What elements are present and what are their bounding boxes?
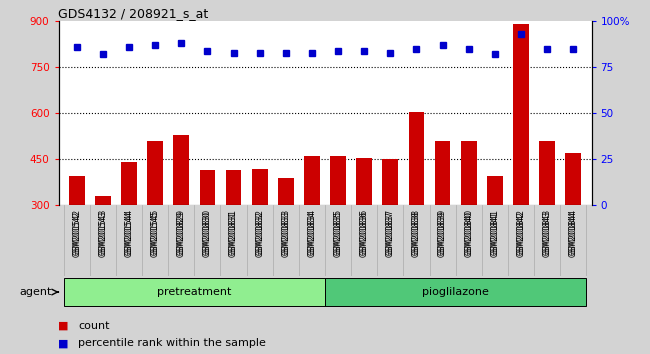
- Text: GSM201829: GSM201829: [177, 209, 186, 255]
- Text: GSM201830: GSM201830: [203, 211, 212, 257]
- Text: GSM201542: GSM201542: [72, 209, 81, 255]
- Bar: [304, 156, 320, 297]
- Text: GSM201833: GSM201833: [281, 211, 291, 257]
- Bar: [487, 176, 502, 297]
- Text: GSM201543: GSM201543: [98, 211, 107, 257]
- Text: GSM201832: GSM201832: [255, 211, 264, 257]
- Text: GSM201832: GSM201832: [255, 209, 264, 255]
- Bar: [540, 141, 555, 297]
- Text: GSM201838: GSM201838: [412, 211, 421, 257]
- Bar: [513, 24, 529, 297]
- Text: GSM201841: GSM201841: [490, 211, 499, 257]
- Bar: [226, 170, 241, 297]
- Text: GSM201829: GSM201829: [177, 211, 186, 257]
- Text: GSM201830: GSM201830: [203, 209, 212, 255]
- Text: agent: agent: [20, 287, 52, 297]
- Text: GSM201831: GSM201831: [229, 209, 238, 255]
- Text: GSM201839: GSM201839: [438, 209, 447, 255]
- Text: GSM201542: GSM201542: [72, 211, 81, 257]
- Text: GSM201835: GSM201835: [333, 209, 343, 255]
- Text: GSM201844: GSM201844: [569, 209, 578, 255]
- Text: GSM201836: GSM201836: [359, 209, 369, 255]
- Text: GSM201545: GSM201545: [151, 209, 160, 255]
- Text: GSM201544: GSM201544: [125, 209, 133, 255]
- Text: GSM201842: GSM201842: [517, 209, 525, 255]
- Text: GSM201837: GSM201837: [386, 211, 395, 257]
- Text: GSM201839: GSM201839: [438, 211, 447, 257]
- Text: pioglilazone: pioglilazone: [422, 287, 489, 297]
- Text: GSM201840: GSM201840: [464, 209, 473, 255]
- Text: GSM201543: GSM201543: [98, 209, 107, 255]
- Bar: [356, 158, 372, 297]
- Text: GSM201842: GSM201842: [517, 211, 525, 257]
- Text: percentile rank within the sample: percentile rank within the sample: [78, 338, 266, 348]
- Text: GSM201831: GSM201831: [229, 211, 238, 257]
- Text: GDS4132 / 208921_s_at: GDS4132 / 208921_s_at: [58, 7, 209, 20]
- Bar: [382, 159, 398, 297]
- Text: ■: ■: [58, 338, 73, 348]
- Text: GSM201837: GSM201837: [386, 209, 395, 255]
- Text: GSM201836: GSM201836: [359, 211, 369, 257]
- Bar: [200, 170, 215, 297]
- Text: GSM201840: GSM201840: [464, 211, 473, 257]
- Bar: [278, 178, 294, 297]
- Text: GSM201834: GSM201834: [307, 209, 317, 255]
- Bar: [330, 156, 346, 297]
- Text: GSM201843: GSM201843: [543, 211, 552, 257]
- Bar: [325, 278, 586, 306]
- Bar: [252, 169, 268, 297]
- Text: pretreatment: pretreatment: [157, 287, 231, 297]
- Text: GSM201838: GSM201838: [412, 209, 421, 255]
- Bar: [461, 141, 476, 297]
- Text: GSM201544: GSM201544: [125, 211, 133, 257]
- Bar: [174, 135, 189, 297]
- Bar: [95, 196, 110, 297]
- Text: GSM201841: GSM201841: [490, 209, 499, 255]
- Text: ■: ■: [58, 321, 73, 331]
- Text: count: count: [78, 321, 109, 331]
- Text: GSM201835: GSM201835: [333, 211, 343, 257]
- Bar: [409, 112, 424, 297]
- Bar: [435, 141, 450, 297]
- Bar: [566, 153, 581, 297]
- Text: GSM201833: GSM201833: [281, 209, 291, 255]
- Bar: [64, 278, 325, 306]
- Bar: [148, 141, 163, 297]
- Text: GSM201834: GSM201834: [307, 211, 317, 257]
- Bar: [69, 176, 84, 297]
- Bar: [121, 162, 137, 297]
- Text: GSM201844: GSM201844: [569, 211, 578, 257]
- Text: GSM201545: GSM201545: [151, 211, 160, 257]
- Text: GSM201843: GSM201843: [543, 209, 552, 255]
